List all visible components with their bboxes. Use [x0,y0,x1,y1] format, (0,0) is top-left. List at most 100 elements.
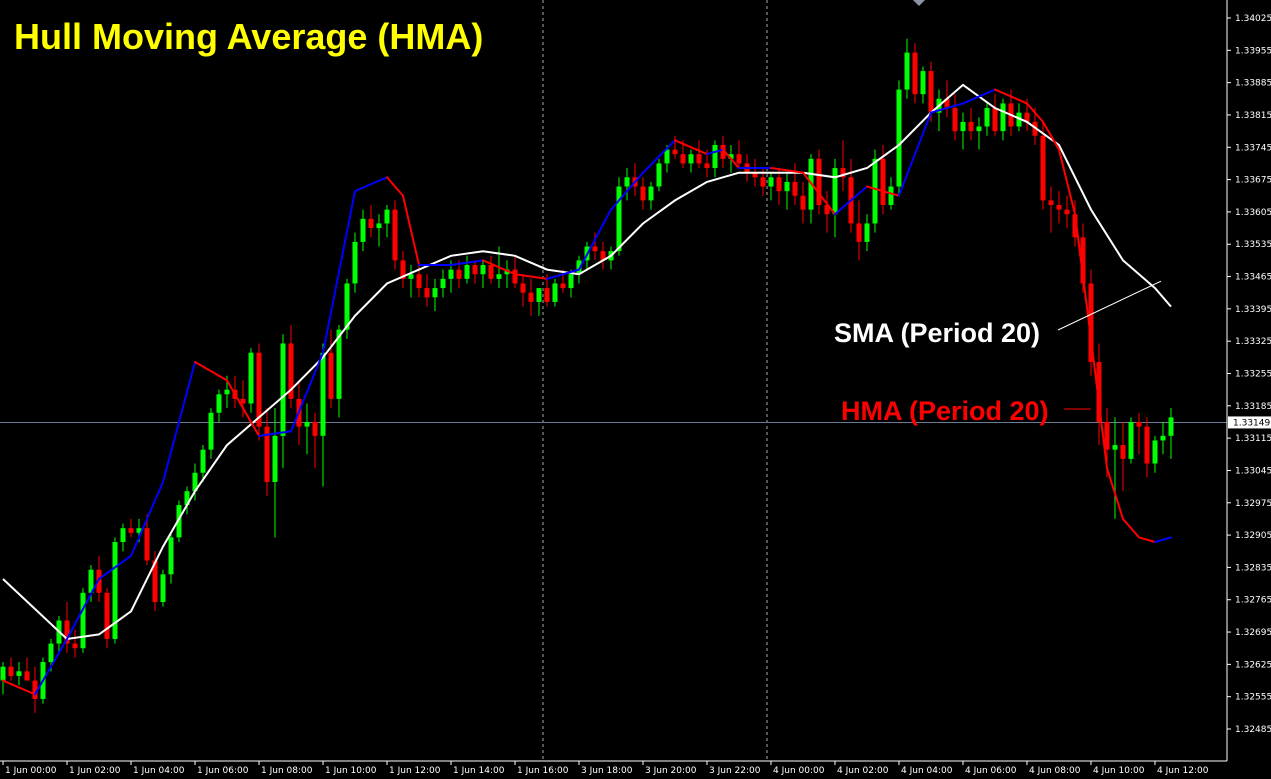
candle [1000,98,1006,141]
candle [192,463,198,501]
time-tick-label: 1 Jun 08:00 [261,766,313,776]
hma-line-segment [866,185,900,197]
candle [856,200,862,261]
price-tick-label: 1.33675 [1235,176,1271,186]
candle [80,588,86,653]
candle-body [1112,445,1118,450]
candle [816,149,822,215]
candle-body [512,269,518,284]
candle-body [1088,283,1094,362]
candle [656,158,662,192]
candle-body [856,223,862,242]
candle-body [8,666,14,676]
hma-line-segment [930,102,964,114]
candle [1168,408,1174,459]
candle-body [648,186,654,201]
candle-body [424,288,430,298]
candle [952,94,958,141]
time-axis[interactable]: 1 Jun 00:00 1 Jun 02:00 1 Jun 04:00 1 Jun 0… [0,760,1227,776]
candle [392,200,398,270]
candle [512,255,518,289]
price-tick-label: 1.33255 [1235,370,1271,380]
candle-body [896,89,902,187]
time-tick-label: 1 Jun 00:00 [5,766,57,776]
candle-body [160,574,166,603]
candle-body [208,412,214,450]
hma-line-segment [1090,337,1108,470]
candle [304,403,310,455]
price-tick-label: 1.33955 [1235,46,1271,56]
candle-body [664,149,670,164]
candle-body [1048,200,1054,205]
candle-body [168,537,174,575]
candle [992,94,998,136]
candle-body [24,671,30,681]
hma-line-segment [258,430,292,437]
annotations: SMA (Period 20) HMA (Period 20) [834,280,1162,426]
candle-body [872,158,878,224]
time-tick-label: 4 Jun 02:00 [837,766,889,776]
time-tick-label: 4 Jun 06:00 [965,766,1017,776]
candle-body [552,283,558,302]
session-separators [542,0,768,761]
hma-line-segment [674,139,708,156]
candle [616,177,622,256]
candle [648,181,654,210]
candle-body [840,168,846,178]
hma-line-segment [1058,148,1076,216]
candle-body [416,274,422,289]
candle-body [888,186,894,205]
candle-body [520,283,526,293]
candle-body [568,274,574,289]
sma-line-group [2,83,1172,641]
candle-body [1056,204,1062,210]
candle-body [72,643,78,649]
candle [344,278,350,339]
hma-line-segment [1026,102,1044,123]
candle-body [832,168,838,215]
candle-body [1136,421,1142,427]
hma-line-segment [546,268,580,280]
candle-body [576,260,582,275]
hma-line-segment [994,88,1028,105]
candle [352,232,358,293]
hma-line-segment [898,111,932,197]
candle-body [480,265,486,275]
time-tick-label: 1 Jun 12:00 [389,766,441,776]
candle-body [176,505,182,538]
candle [976,117,982,150]
candle [72,629,78,658]
price-tick-label: 1.32695 [1235,628,1271,638]
candle [488,255,494,284]
candle-body [616,186,622,252]
chart-shift-marker-icon[interactable] [913,0,925,6]
candle-body [120,528,126,543]
hma-line-segment [834,185,868,216]
time-tick-label: 1 Jun 06:00 [197,766,249,776]
candle [1144,417,1150,478]
candle [968,108,974,141]
candle [920,66,926,104]
price-tick-label: 1.32555 [1235,693,1271,703]
hma-line-segment [290,351,324,433]
candle [1120,421,1126,492]
candle-body [536,288,542,302]
hma-line-segment [66,577,100,640]
candle [824,191,830,233]
candle [208,408,214,459]
price-tick-label: 1.33395 [1235,305,1271,315]
price-tick-label: 1.33325 [1235,337,1271,347]
price-tick-label: 1.33045 [1235,466,1271,476]
time-tick-label: 1 Jun 16:00 [517,766,569,776]
candle-body [928,71,934,113]
candle [176,500,182,543]
time-tick-label: 1 Jun 10:00 [325,766,377,776]
candle [1048,186,1054,233]
candle-body [1096,361,1102,422]
price-tick-label: 1.32835 [1235,563,1271,573]
sma-annotation-pointer [1057,280,1162,331]
candle-body [16,671,22,676]
price-axis[interactable]: 1.34025 1.33955 1.33885 1.33815 1.33745 1.336… [1226,0,1271,761]
price-tick-label: 1.32975 [1235,499,1271,509]
candle [784,172,790,210]
